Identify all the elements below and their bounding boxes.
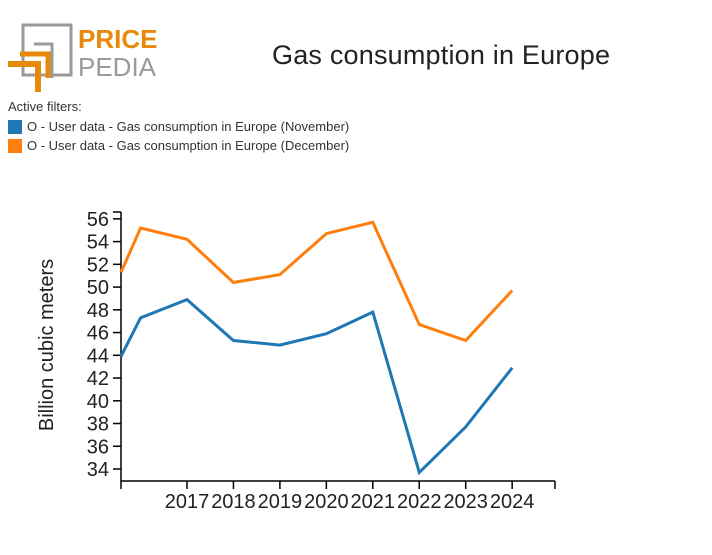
filter-item-december[interactable]: O - User data - Gas consumption in Europ… <box>8 136 349 155</box>
y-tick-label: 54 <box>87 232 109 254</box>
y-tick-label: 48 <box>87 300 109 322</box>
series-line-december <box>119 220 514 343</box>
x-tick-label: 2019 <box>258 491 303 513</box>
logo-gray-corner <box>34 42 54 78</box>
y-tick-label: 42 <box>87 368 109 390</box>
active-filters: Active filters: O - User data - Gas cons… <box>8 99 349 155</box>
y-tick-label: 40 <box>87 391 109 413</box>
y-tick-label: 56 <box>87 209 109 231</box>
x-tick-label: 2020 <box>304 491 349 513</box>
x-tick-label: 2022 <box>397 491 442 513</box>
y-tick-label: 52 <box>87 254 109 276</box>
y-tick-label: 50 <box>87 277 109 299</box>
logo-orange-corner <box>8 61 41 92</box>
x-tick-label: 2023 <box>443 491 488 513</box>
legend-swatch-december <box>8 138 22 153</box>
filter-item-november[interactable]: O - User data - Gas consumption in Europ… <box>8 117 349 136</box>
legend-swatch-november <box>8 119 22 134</box>
chart-title: Gas consumption in Europe <box>272 40 611 70</box>
x-tick-label: 2017 <box>165 491 210 513</box>
y-tick-label: 38 <box>87 414 109 436</box>
logo-text-pedia: PEDIA <box>78 52 157 82</box>
logo-orange-corner-2 <box>20 51 51 78</box>
pricepedia-logo: PRICE PEDIA <box>8 23 157 92</box>
x-tick-label: 2018 <box>211 491 256 513</box>
y-tick-label: 44 <box>87 345 109 367</box>
y-tick-label: 34 <box>87 459 109 481</box>
series-line-november <box>119 297 514 476</box>
x-tick-label: 2024 <box>490 491 535 513</box>
logo-text-price: PRICE <box>78 24 157 54</box>
filter-label-december: O - User data - Gas consumption in Europ… <box>27 138 350 153</box>
active-filters-label: Active filters: <box>8 99 82 114</box>
series-lines <box>119 220 514 476</box>
y-tick-label: 46 <box>87 323 109 345</box>
y-axis-title: Billion cubic meters <box>36 259 58 431</box>
y-tick-label: 36 <box>87 436 109 458</box>
filter-label-november: O - User data - Gas consumption in Europ… <box>27 119 350 134</box>
x-tick-label: 2021 <box>351 491 396 513</box>
